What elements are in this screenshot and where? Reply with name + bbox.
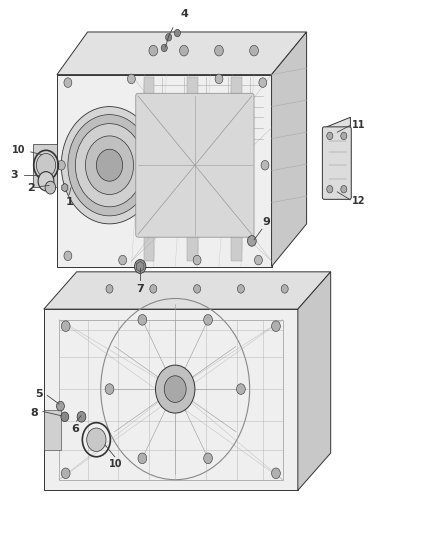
Polygon shape [298, 272, 331, 490]
Text: 3: 3 [11, 170, 18, 180]
Polygon shape [144, 77, 154, 261]
Circle shape [75, 124, 144, 207]
Circle shape [105, 384, 114, 394]
Text: 2: 2 [27, 183, 35, 192]
Circle shape [57, 160, 65, 170]
Circle shape [61, 412, 69, 422]
Text: 9: 9 [263, 216, 271, 227]
Circle shape [64, 251, 72, 261]
Circle shape [164, 376, 186, 402]
Text: 4: 4 [180, 9, 188, 19]
Text: 8: 8 [31, 408, 39, 417]
Circle shape [254, 255, 262, 265]
Circle shape [138, 453, 147, 464]
FancyBboxPatch shape [322, 127, 351, 199]
Circle shape [61, 107, 158, 224]
Circle shape [237, 384, 245, 394]
Polygon shape [187, 77, 198, 261]
Text: 10: 10 [110, 459, 123, 470]
Text: 12: 12 [352, 197, 365, 206]
Circle shape [36, 154, 56, 177]
Circle shape [204, 314, 212, 325]
Circle shape [64, 78, 72, 87]
Text: 1: 1 [65, 197, 73, 207]
Polygon shape [324, 117, 350, 197]
Circle shape [341, 132, 347, 140]
FancyBboxPatch shape [136, 93, 254, 237]
Polygon shape [33, 144, 57, 187]
Circle shape [215, 45, 223, 56]
Polygon shape [44, 410, 61, 450]
Polygon shape [44, 309, 298, 490]
Circle shape [68, 115, 151, 216]
Circle shape [61, 468, 70, 479]
Circle shape [87, 428, 106, 451]
Circle shape [341, 185, 347, 193]
Circle shape [155, 365, 195, 413]
Polygon shape [231, 77, 242, 261]
Circle shape [106, 285, 113, 293]
Circle shape [174, 29, 180, 37]
Circle shape [272, 468, 280, 479]
Polygon shape [57, 75, 272, 266]
Circle shape [150, 285, 157, 293]
Circle shape [61, 321, 70, 332]
Text: 5: 5 [35, 390, 43, 399]
Polygon shape [272, 32, 307, 266]
Circle shape [138, 314, 147, 325]
Circle shape [281, 285, 288, 293]
Circle shape [45, 181, 56, 194]
Circle shape [215, 74, 223, 84]
Polygon shape [44, 272, 331, 309]
Text: 6: 6 [71, 424, 79, 434]
Circle shape [193, 255, 201, 265]
Circle shape [194, 285, 201, 293]
Circle shape [204, 453, 212, 464]
Polygon shape [57, 32, 307, 75]
Circle shape [237, 285, 244, 293]
Circle shape [119, 255, 127, 265]
Text: 11: 11 [352, 120, 365, 130]
Bar [59, 320, 283, 480]
Circle shape [327, 132, 333, 140]
Circle shape [161, 44, 167, 52]
Circle shape [261, 160, 269, 170]
Circle shape [180, 45, 188, 56]
Circle shape [77, 411, 86, 422]
Circle shape [134, 260, 146, 273]
Circle shape [57, 401, 64, 411]
Circle shape [96, 149, 123, 181]
Circle shape [250, 45, 258, 56]
Circle shape [166, 34, 172, 41]
Circle shape [247, 236, 256, 246]
Text: 10: 10 [12, 146, 25, 155]
Circle shape [259, 78, 267, 87]
Circle shape [38, 172, 54, 191]
Circle shape [327, 185, 333, 193]
Circle shape [149, 45, 158, 56]
Circle shape [272, 321, 280, 332]
Circle shape [85, 136, 134, 195]
Circle shape [127, 74, 135, 84]
Text: 7: 7 [136, 284, 144, 294]
